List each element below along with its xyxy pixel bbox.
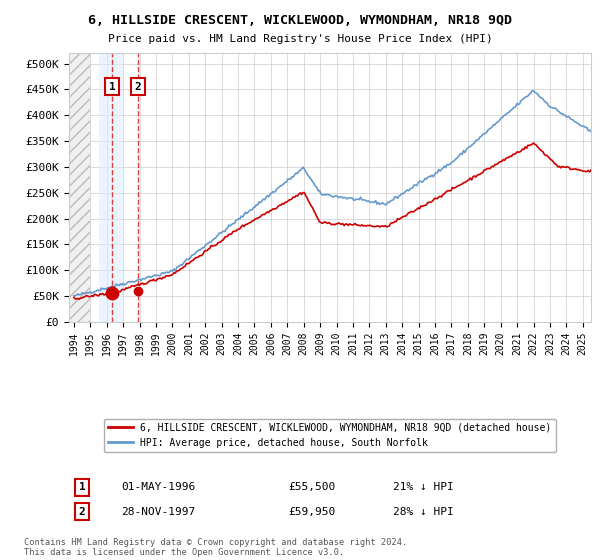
- Text: 1: 1: [109, 82, 116, 92]
- Text: 2: 2: [79, 506, 85, 516]
- Text: Contains HM Land Registry data © Crown copyright and database right 2024.
This d: Contains HM Land Registry data © Crown c…: [24, 538, 407, 557]
- Bar: [69, 53, 91, 322]
- Text: 1: 1: [79, 482, 85, 492]
- Text: 01-MAY-1996: 01-MAY-1996: [121, 482, 196, 492]
- Legend: 6, HILLSIDE CRESCENT, WICKLEWOOD, WYMONDHAM, NR18 9QD (detached house), HPI: Ave: 6, HILLSIDE CRESCENT, WICKLEWOOD, WYMOND…: [104, 419, 556, 451]
- Text: £59,950: £59,950: [288, 506, 335, 516]
- Text: 28% ↓ HPI: 28% ↓ HPI: [392, 506, 454, 516]
- Text: Price paid vs. HM Land Registry's House Price Index (HPI): Price paid vs. HM Land Registry's House …: [107, 34, 493, 44]
- Text: 6, HILLSIDE CRESCENT, WICKLEWOOD, WYMONDHAM, NR18 9QD: 6, HILLSIDE CRESCENT, WICKLEWOOD, WYMOND…: [88, 14, 512, 27]
- Text: £55,500: £55,500: [288, 482, 335, 492]
- Text: 21% ↓ HPI: 21% ↓ HPI: [392, 482, 454, 492]
- Text: 2: 2: [134, 82, 142, 92]
- Text: 28-NOV-1997: 28-NOV-1997: [121, 506, 196, 516]
- Bar: [98, 53, 123, 322]
